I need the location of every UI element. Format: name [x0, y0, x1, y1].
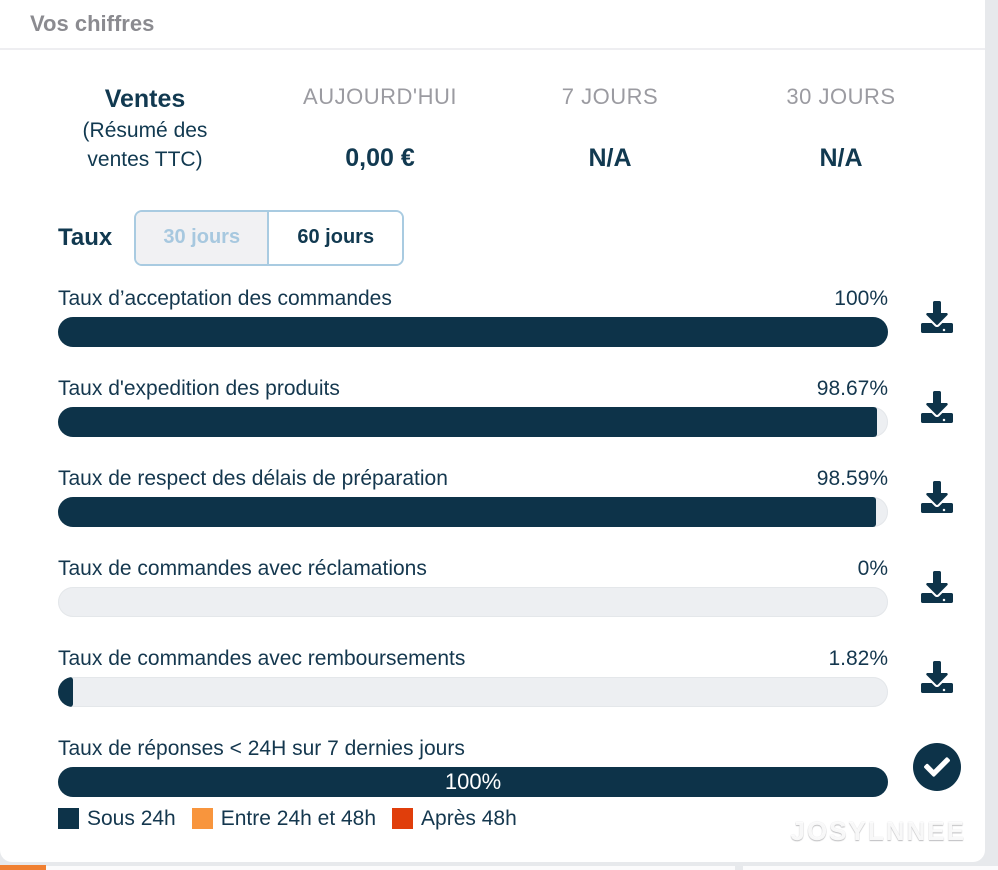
- 7days-column-header: 7 JOURS: [561, 84, 659, 109]
- 7days-value: N/A: [588, 144, 632, 172]
- legend-swatch-navy: [58, 808, 79, 830]
- rate-row-acceptation: Taux d’acceptation des commandes 100%: [58, 287, 985, 348]
- download-icon: [920, 391, 953, 424]
- rate-bar-fill: [58, 407, 877, 438]
- response-time-legend: Sous 24h Entre 24h et 48h Après 48h: [58, 807, 985, 831]
- rate-row-delais-preparation: Taux de respect des délais de préparatio…: [58, 467, 985, 528]
- rate-bar-fill: 100%: [58, 767, 888, 798]
- summary-col-7days: 7 JOURS N/A: [470, 84, 750, 174]
- rate-bar-fill: [58, 317, 888, 348]
- rate-label: Taux de commandes avec réclamations: [58, 557, 427, 581]
- download-button[interactable]: [920, 569, 953, 605]
- rate-bar-track: [58, 407, 888, 438]
- rate-value: 98.67%: [816, 377, 888, 401]
- page-gutter: [985, 0, 998, 870]
- rate-bar-fill: [58, 497, 877, 528]
- rate-value: 100%: [834, 287, 888, 311]
- taux-label: Taux: [58, 223, 113, 251]
- rate-label: Taux d'expedition des produits: [58, 377, 340, 401]
- rate-row-reclamations: Taux de commandes avec réclamations 0%: [58, 557, 985, 618]
- legend-swatch-orange: [191, 808, 213, 830]
- rate-bar-track: 100%: [58, 767, 888, 798]
- rates-list: Taux d’acceptation des commandes 100%: [58, 287, 985, 798]
- 30days-column-header: 30 JOURS: [786, 84, 896, 109]
- peek-orange-bar: [0, 865, 46, 870]
- legend-swatch-red: [392, 808, 414, 830]
- period-option-30-jours[interactable]: 30 jours: [136, 211, 270, 264]
- rate-label: Taux de commandes avec remboursements: [58, 647, 466, 671]
- vos-chiffres-card: Vos chiffres Ventes (Résumé des ventes T…: [0, 0, 985, 862]
- taux-section-header: Taux 30 jours 60 jours: [58, 209, 985, 266]
- rate-row-remboursements: Taux de commandes avec remboursements 1.…: [58, 647, 985, 708]
- rate-label: Taux d’acceptation des commandes: [58, 287, 392, 311]
- rate-value: 1.82%: [828, 647, 888, 671]
- rate-label: Taux de respect des délais de préparatio…: [58, 467, 448, 491]
- download-button[interactable]: [920, 389, 953, 425]
- sales-summary-label: Ventes (Résumé des ventes TTC): [0, 84, 290, 174]
- rate-value: 0%: [857, 557, 888, 581]
- rate-row-expedition: Taux d'expedition des produits 98.67%: [58, 377, 985, 438]
- download-icon: [920, 571, 953, 604]
- today-value: 0,00 €: [345, 144, 415, 172]
- legend-item-apres-48h: Après 48h: [392, 807, 517, 831]
- check-badge[interactable]: [912, 743, 961, 792]
- legend-item-entre-24h-48h: Entre 24h et 48h: [191, 807, 376, 831]
- ventes-title: Ventes: [104, 85, 186, 113]
- rate-bar-track: [58, 497, 888, 528]
- rate-label: Taux de réponses < 24H sur 7 dernies jou…: [58, 737, 465, 761]
- rate-value: 98.59%: [816, 467, 888, 491]
- download-icon: [920, 301, 953, 334]
- card-header: Vos chiffres: [0, 0, 985, 50]
- rate-bar-track: [58, 677, 888, 708]
- period-toggle: 30 jours 60 jours: [134, 209, 405, 266]
- legend-item-sous-24h: Sous 24h: [58, 807, 176, 831]
- summary-col-30days: 30 JOURS N/A: [750, 84, 932, 174]
- download-button[interactable]: [920, 659, 953, 695]
- summary-col-today: AUJOURD'HUI 0,00 €: [290, 84, 470, 174]
- check-icon: [923, 757, 950, 778]
- rate-bar-track: [58, 317, 888, 348]
- rate-row-reponses-24h: Taux de réponses < 24H sur 7 dernies jou…: [58, 737, 985, 798]
- download-icon: [920, 481, 953, 514]
- next-section-peek: [0, 864, 998, 870]
- 30days-value: N/A: [819, 144, 863, 172]
- rate-bar-track: [58, 587, 888, 618]
- ventes-subtitle: (Résumé des ventes TTC): [82, 119, 208, 171]
- download-button[interactable]: [920, 479, 953, 515]
- peek-card-right: [743, 866, 998, 870]
- download-icon: [920, 661, 953, 694]
- page-title: Vos chiffres: [30, 11, 155, 36]
- download-button[interactable]: [920, 299, 953, 335]
- sales-summary: Ventes (Résumé des ventes TTC) AUJOURD'H…: [0, 50, 985, 174]
- rate-inline-value: 100%: [444, 769, 502, 795]
- peek-card-left: [46, 866, 735, 870]
- today-column-header: AUJOURD'HUI: [303, 84, 457, 109]
- period-option-60-jours[interactable]: 60 jours: [269, 211, 403, 264]
- rate-bar-fill: [58, 677, 74, 708]
